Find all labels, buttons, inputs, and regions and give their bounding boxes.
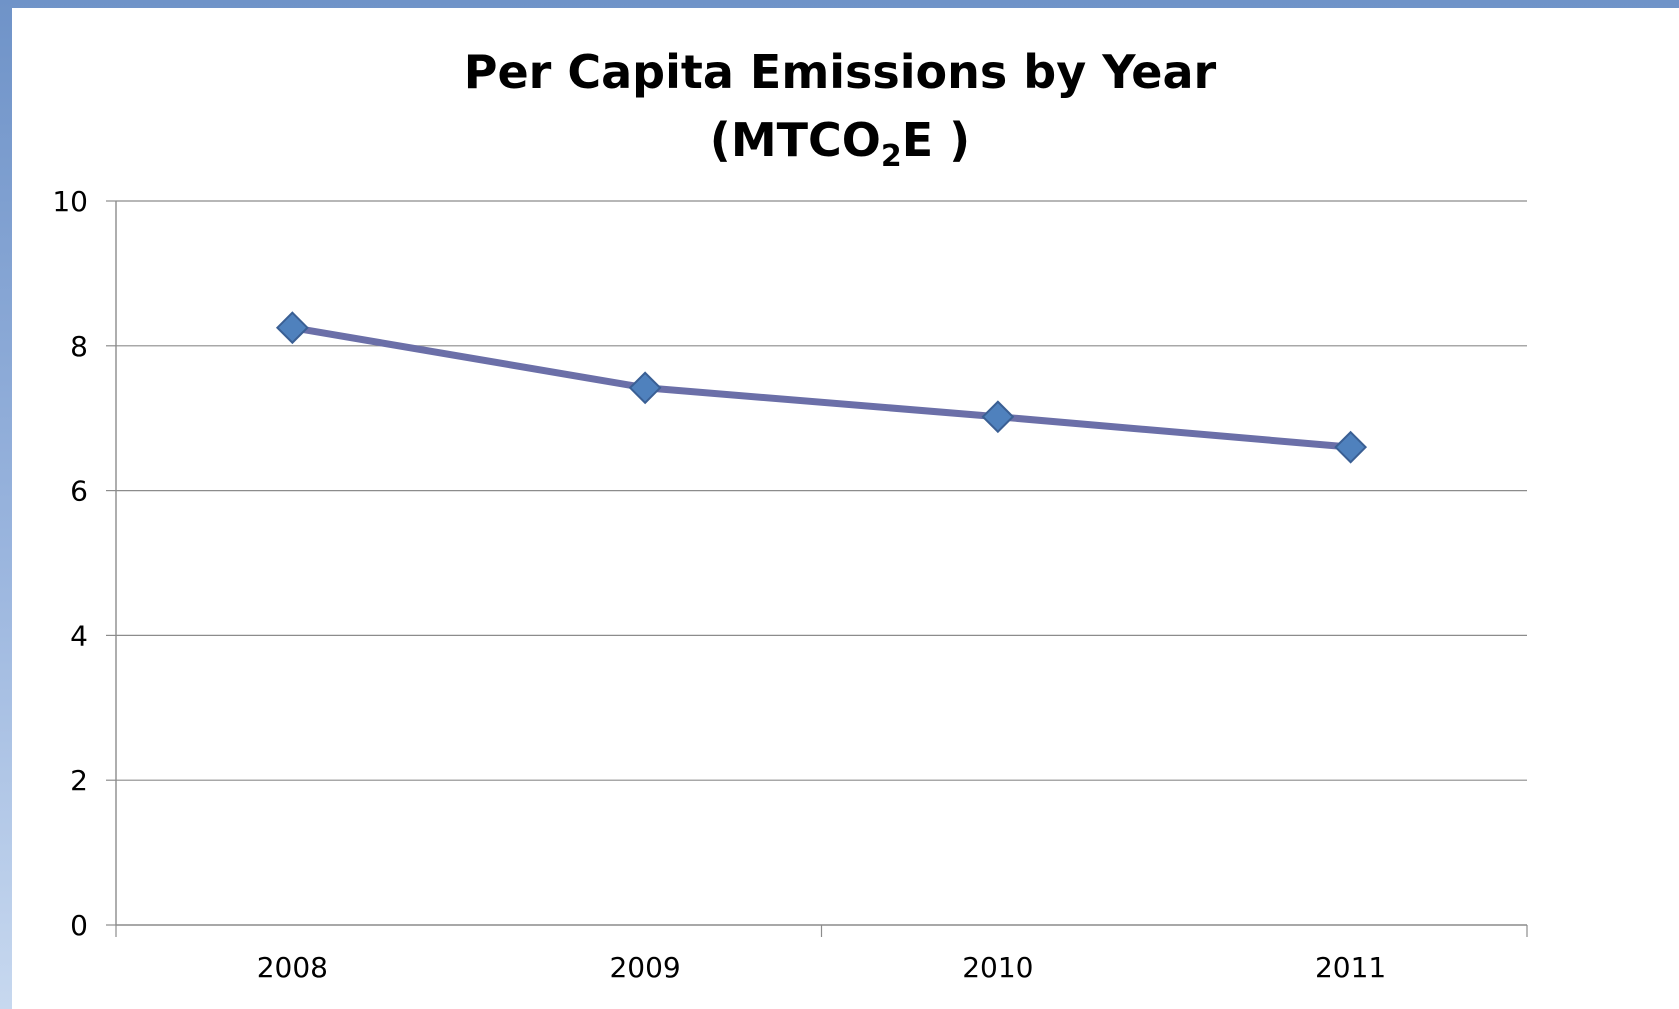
data-point-marker [981, 400, 1015, 434]
y-tick-labels: 0 2 4 6 8 10 [52, 185, 88, 942]
gridlines [116, 200, 1527, 781]
series-polyline [288, 324, 1355, 451]
x-tick-label: 2010 [962, 951, 1033, 984]
chart-subtitle: (MTCO2E ) [710, 113, 970, 174]
y-tick-label: 4 [70, 619, 88, 652]
line-chart: Per Capita Emissions by Year (MTCO2E ) 0… [52, 45, 1528, 984]
x-tick-labels: 2008 2009 2010 2011 [257, 951, 1387, 984]
y-tick-label: 0 [70, 909, 88, 942]
data-point-marker [1334, 430, 1368, 464]
y-tick-label: 10 [52, 185, 88, 218]
subtitle-prefix: (MTCO [710, 113, 881, 167]
data-point-marker [275, 311, 309, 345]
x-tick-label: 2011 [1315, 951, 1386, 984]
chart-panel: Per Capita Emissions by Year (MTCO2E ) 0… [12, 8, 1679, 1009]
subtitle-subscript: 2 [881, 139, 902, 174]
y-tick-label: 2 [70, 764, 88, 797]
chart-title: Per Capita Emissions by Year [464, 45, 1217, 99]
subtitle-suffix: E ) [902, 113, 970, 167]
x-tick-label: 2009 [609, 951, 680, 984]
y-tick-label: 8 [70, 330, 88, 363]
y-tick-label: 6 [70, 475, 88, 508]
data-markers [275, 311, 1368, 464]
axes [106, 200, 1528, 937]
series-line [288, 324, 1355, 451]
x-tick-label: 2008 [257, 951, 328, 984]
data-point-marker [628, 371, 662, 405]
